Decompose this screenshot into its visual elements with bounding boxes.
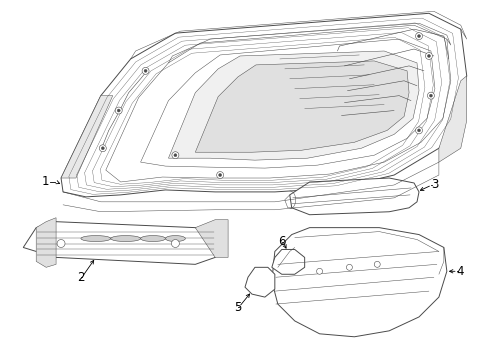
Polygon shape [169,51,419,160]
Polygon shape [196,61,409,152]
Circle shape [425,53,433,59]
Ellipse shape [141,235,166,242]
Circle shape [417,35,420,37]
Polygon shape [23,222,220,264]
Circle shape [346,264,352,270]
Circle shape [172,239,179,247]
Ellipse shape [166,235,185,242]
Polygon shape [196,220,228,257]
Polygon shape [141,39,435,168]
Polygon shape [245,267,275,297]
Polygon shape [272,249,305,274]
Circle shape [57,239,65,247]
Circle shape [417,129,420,132]
Ellipse shape [111,235,141,242]
Text: 2: 2 [77,271,85,284]
Ellipse shape [81,235,111,242]
Circle shape [427,54,430,58]
Circle shape [144,69,147,72]
Polygon shape [61,96,113,178]
Circle shape [142,67,149,74]
Polygon shape [439,76,467,162]
Circle shape [374,261,380,267]
Circle shape [172,152,179,159]
Text: 5: 5 [234,301,242,314]
Circle shape [416,127,422,134]
Circle shape [99,145,106,152]
Polygon shape [36,218,56,267]
Circle shape [217,172,223,179]
Text: 4: 4 [457,265,465,278]
Circle shape [174,154,177,157]
Circle shape [219,174,221,176]
Text: 1: 1 [42,175,49,189]
Circle shape [429,94,433,97]
Polygon shape [106,25,451,182]
Circle shape [101,147,104,150]
Circle shape [427,92,435,99]
Circle shape [317,268,322,274]
Polygon shape [290,178,419,215]
Polygon shape [61,13,467,197]
Circle shape [115,107,122,114]
Circle shape [117,109,120,112]
Text: 6: 6 [278,235,286,248]
Circle shape [416,33,422,40]
Text: 3: 3 [431,179,439,192]
Polygon shape [272,228,447,337]
